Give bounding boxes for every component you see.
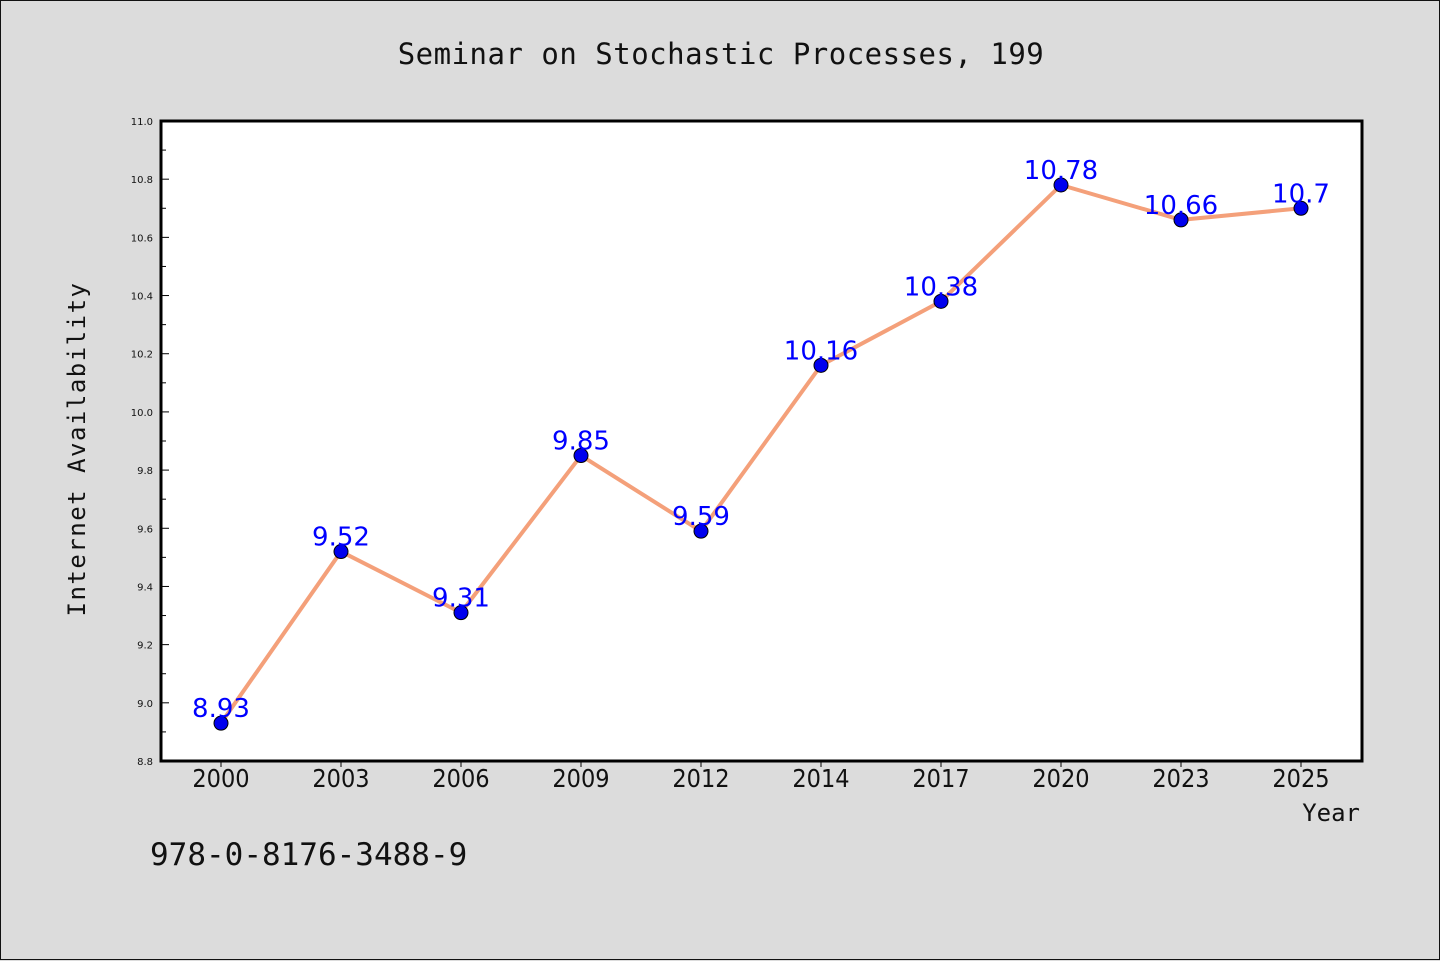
y-tick-label: 10.6 xyxy=(131,233,153,244)
data-point-label: 10.7 xyxy=(1272,179,1330,209)
data-point-marker xyxy=(1293,200,1309,216)
y-tick-label: 10.8 xyxy=(131,175,153,186)
data-point-marker xyxy=(453,605,469,621)
series-line xyxy=(219,183,1303,726)
y-tick-label: 10.0 xyxy=(131,408,153,419)
x-tick-label: 2017 xyxy=(912,764,969,793)
data-point-marker xyxy=(693,523,709,539)
isbn-text: 978-0-8176-3488-9 xyxy=(150,837,467,873)
data-point-label: 8.93 xyxy=(192,694,250,724)
x-tick-label: 2000 xyxy=(192,764,249,793)
x-tick-label: 2020 xyxy=(1032,764,1089,793)
y-tick-label: 9.2 xyxy=(137,641,153,652)
data-point-label: 10.38 xyxy=(904,272,978,302)
data-point-marker xyxy=(933,293,949,309)
y-tick-label: 8.8 xyxy=(137,757,153,768)
data-point-label: 10.66 xyxy=(1144,191,1218,221)
y-tick-label: 10.2 xyxy=(131,350,153,361)
x-tick-label: 2006 xyxy=(432,764,489,793)
x-axis-label: Year xyxy=(1302,799,1360,827)
x-tick-label: 2023 xyxy=(1152,764,1209,793)
data-point-label: 9.59 xyxy=(672,502,730,532)
y-tick-label: 11.0 xyxy=(131,117,153,128)
y-tick-label: 9.0 xyxy=(137,699,153,710)
y-tick-label: 9.8 xyxy=(137,466,153,477)
plot-border xyxy=(159,119,1364,763)
data-point-marker xyxy=(573,448,589,464)
data-point-marker xyxy=(213,715,229,731)
data-point-marker xyxy=(1053,177,1069,193)
plot-area xyxy=(161,121,1362,761)
data-point-label: 9.52 xyxy=(312,523,370,553)
series-line-group xyxy=(219,183,1303,726)
chart-title: Seminar on Stochastic Processes, 199 xyxy=(398,37,1045,71)
data-point-marker xyxy=(1173,212,1189,228)
data-point-label: 10.78 xyxy=(1024,156,1098,186)
y-tick-label: 9.6 xyxy=(137,524,153,535)
y-tick-label: 10.4 xyxy=(131,292,153,303)
data-labels-group: 8.93 9.52 9.31 9.85 9.59 10.16 10.38 10.78 10.66… xyxy=(192,156,1330,724)
data-point-label: 9.31 xyxy=(432,584,490,614)
x-tick-label: 2003 xyxy=(312,764,369,793)
data-point-marker xyxy=(813,357,829,373)
x-tick-label: 2012 xyxy=(672,764,729,793)
x-tick-label: 2014 xyxy=(792,764,849,793)
y-tick-label: 9.4 xyxy=(137,582,153,593)
markers-group xyxy=(213,177,1309,731)
data-point-label: 10.16 xyxy=(784,336,858,366)
x-tick-label: 2009 xyxy=(552,764,609,793)
data-point-marker xyxy=(333,544,349,560)
x-tick-label: 2025 xyxy=(1272,764,1329,793)
y-axis-label: Internet Availability xyxy=(63,282,91,617)
data-point-label: 9.85 xyxy=(552,427,610,457)
x-axis: 2000 2003 2006 2009 2012 2014 2017 2020 2023 2025 xyxy=(192,761,1330,793)
